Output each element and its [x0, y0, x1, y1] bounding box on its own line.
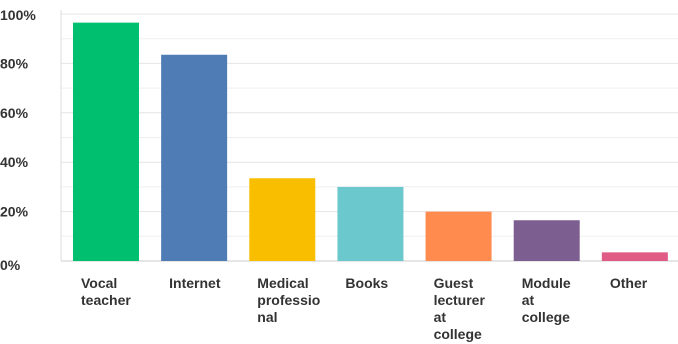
- bar: [513, 220, 580, 261]
- bar: [601, 252, 668, 261]
- y-tick-label: 40%: [0, 154, 29, 170]
- bar: [249, 178, 316, 261]
- x-tick-label: Other: [610, 275, 648, 291]
- bar: [425, 211, 492, 261]
- bar: [337, 186, 404, 261]
- x-tick-label: Vocal teacher: [81, 275, 131, 308]
- y-tick-label: 60%: [0, 105, 29, 121]
- y-tick-label: 0%: [0, 257, 21, 273]
- y-tick-label: 100%: [0, 7, 36, 23]
- y-tick-label: 20%: [0, 204, 29, 220]
- x-tick-label: Guest lecturer at college: [434, 275, 486, 342]
- x-tick-label: Medical professio nal: [257, 275, 320, 325]
- x-tick-label: Books: [345, 275, 388, 291]
- x-tick-label: Module at college: [522, 275, 571, 325]
- y-axis: 0% 20% 40% 60% 80% 100%: [0, 7, 62, 273]
- bar: [73, 22, 139, 261]
- x-tick-label: Internet: [169, 275, 221, 291]
- x-axis: Vocal teacher Internet Medical professio nal B…: [81, 275, 648, 342]
- bars: [73, 22, 668, 261]
- bar: [161, 54, 228, 261]
- y-tick-label: 80%: [0, 55, 29, 71]
